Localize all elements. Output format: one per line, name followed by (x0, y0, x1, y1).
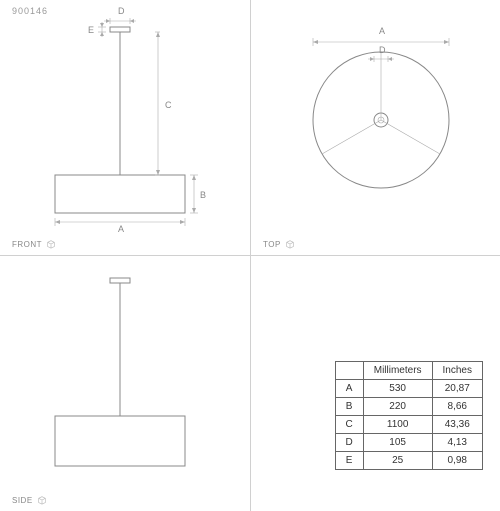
table-cell: E (335, 452, 363, 470)
cube-icon (46, 239, 56, 249)
top-view-cell: A D TOP (251, 0, 500, 256)
table-header-row: Millimeters Inches (335, 362, 482, 380)
table-cell: 1100 (363, 416, 432, 434)
table-cell: D (335, 434, 363, 452)
front-label-text: FRONT (12, 240, 42, 249)
table-cell: 43,36 (432, 416, 482, 434)
drawing-grid: 900146 A B (0, 0, 500, 500)
dimensions-table: Millimeters Inches A53020,87B2208,66C110… (335, 361, 483, 470)
table-cell: 530 (363, 380, 432, 398)
table-row: A53020,87 (335, 380, 482, 398)
front-view-drawing: A B C D (0, 0, 250, 250)
table-row: C110043,36 (335, 416, 482, 434)
table-cell: 4,13 (432, 434, 482, 452)
table-cell: B (335, 398, 363, 416)
table-row: B2208,66 (335, 398, 482, 416)
dim-label-D-top: D (379, 45, 386, 55)
dim-label-E: E (88, 25, 94, 35)
top-view-drawing: A D (251, 0, 500, 250)
table-header-blank (335, 362, 363, 380)
table-cell: A (335, 380, 363, 398)
dim-label-D: D (118, 6, 125, 16)
table-cell: 105 (363, 434, 432, 452)
cube-icon (37, 495, 47, 505)
dim-label-A-top: A (379, 26, 385, 36)
side-view-label: SIDE (12, 495, 47, 505)
table-row: D1054,13 (335, 434, 482, 452)
front-view-label: FRONT (12, 239, 56, 249)
front-view-cell: 900146 A B (0, 0, 251, 256)
dim-label-A: A (118, 224, 124, 234)
part-number: 900146 (12, 6, 48, 16)
table-cell: 20,87 (432, 380, 482, 398)
dim-label-B: B (200, 190, 206, 200)
table-header-mm: Millimeters (363, 362, 432, 380)
table-cell: 0,98 (432, 452, 482, 470)
top-view-label: TOP (263, 239, 295, 249)
table-cell: 8,66 (432, 398, 482, 416)
side-label-text: SIDE (12, 496, 33, 505)
top-label-text: TOP (263, 240, 281, 249)
table-cell: 220 (363, 398, 432, 416)
table-cell: 25 (363, 452, 432, 470)
cube-icon (285, 239, 295, 249)
dim-label-C: C (165, 100, 172, 110)
table-row: E250,98 (335, 452, 482, 470)
side-view-drawing (0, 256, 250, 506)
dimensions-table-wrap: Millimeters Inches A53020,87B2208,66C110… (335, 361, 483, 470)
table-cell: C (335, 416, 363, 434)
table-cell: Millimeters Inches A53020,87B2208,66C110… (251, 256, 500, 511)
side-view-cell: SIDE (0, 256, 251, 511)
table-header-in: Inches (432, 362, 482, 380)
